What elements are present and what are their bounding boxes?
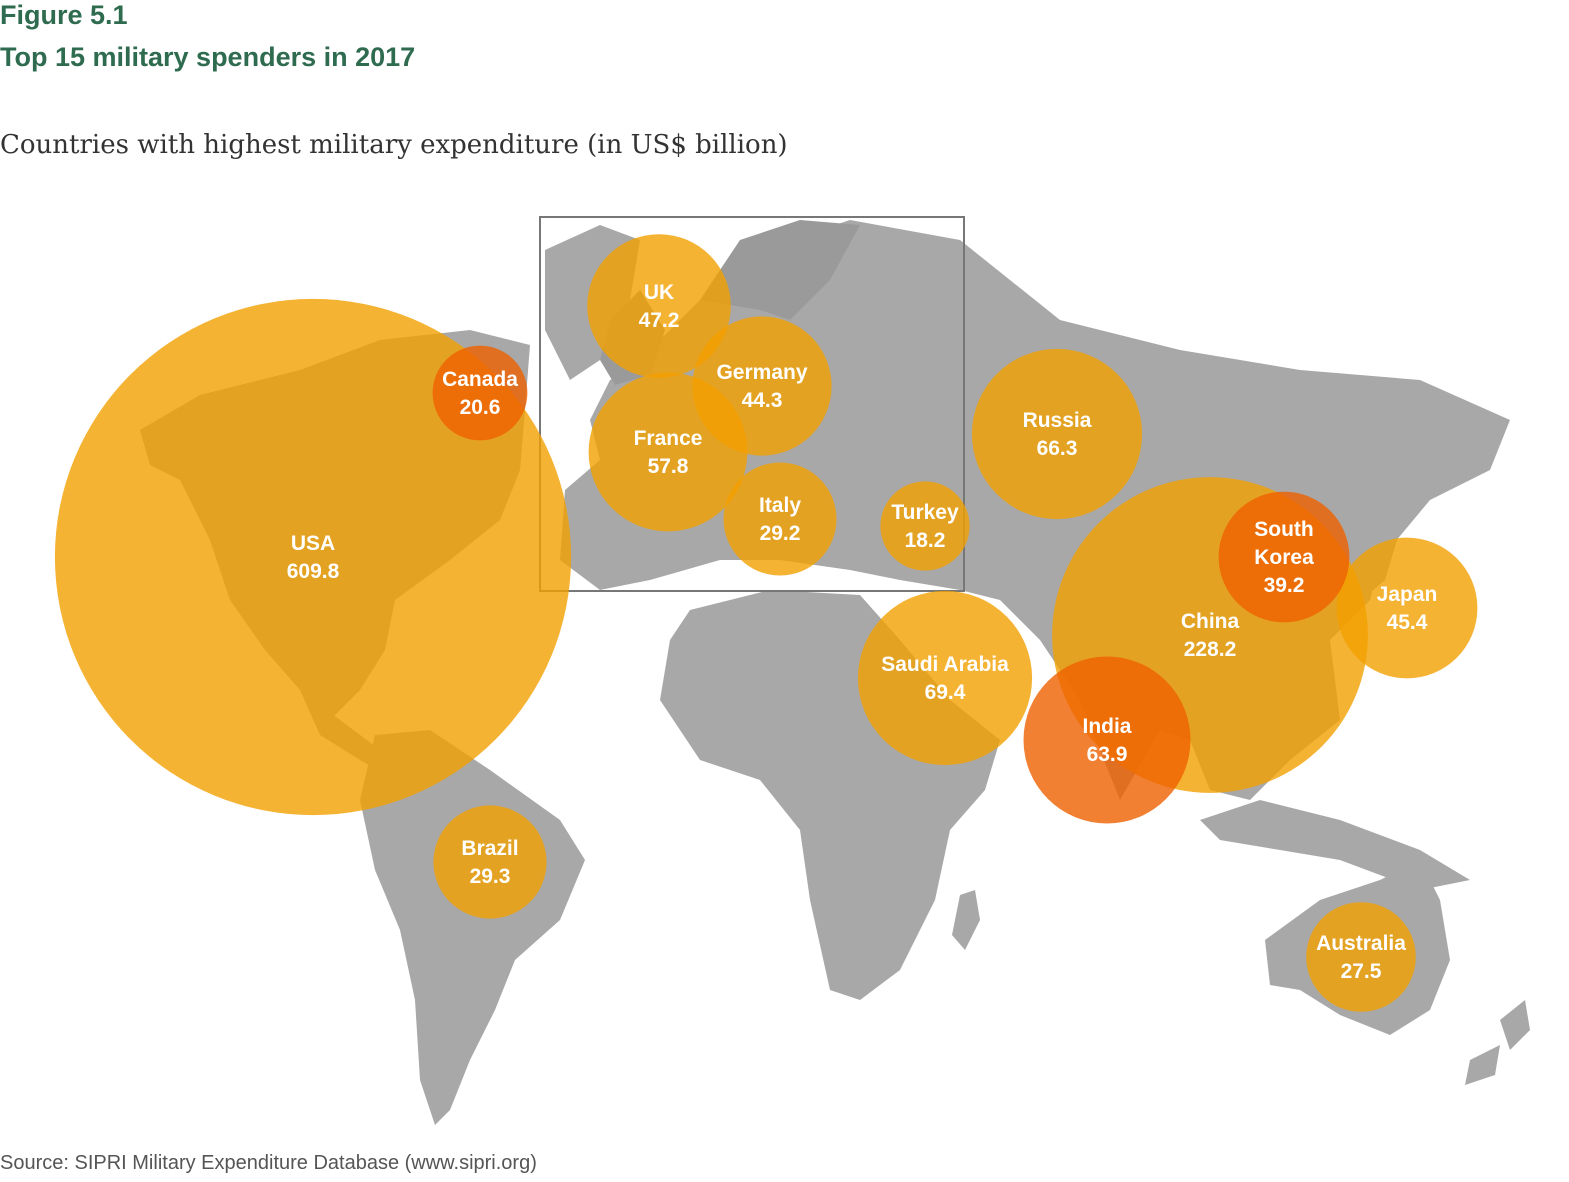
- bubble-germany: [692, 316, 832, 456]
- bubble-country-name: Germany: [716, 361, 807, 384]
- bubble-value: 66.3: [1037, 437, 1078, 460]
- bubble-saudi-arabia: [857, 590, 1033, 766]
- bubble-usa: [54, 298, 572, 816]
- bubble-country-name: France: [634, 427, 703, 450]
- bubble-japan: [1336, 537, 1478, 679]
- land-new-zealand: [1465, 1000, 1530, 1085]
- bubble-label-china: China 228.2: [1181, 610, 1240, 661]
- figure-title: Top 15 military spenders in 2017: [0, 42, 416, 72]
- bubble-label-usa: USA 609.8: [287, 532, 340, 583]
- bubble-value: 57.8: [648, 455, 689, 478]
- figure-label: Figure 5.1: [0, 0, 128, 30]
- bubble-country-name: China: [1181, 610, 1240, 633]
- land-southeast-asia-islands: [1200, 800, 1470, 890]
- bubble-country-name: India: [1082, 715, 1131, 738]
- bubble-brazil: [433, 805, 547, 919]
- bubble-value: 69.4: [925, 681, 966, 704]
- source-note: Source: SIPRI Military Expenditure Datab…: [0, 1152, 537, 1174]
- bubble-country-name: USA: [291, 532, 335, 555]
- bubble-country-name: Japan: [1377, 583, 1438, 606]
- bubble-italy: [723, 462, 837, 576]
- bubble-value: 39.2: [1264, 574, 1305, 597]
- bubble-country-name: Korea: [1254, 546, 1314, 569]
- bubble-uk: [587, 234, 731, 378]
- bubble-country-name: Brazil: [461, 837, 518, 860]
- bubble-label-south-korea: South Korea 39.2: [1254, 518, 1314, 597]
- bubble-russia: [971, 348, 1143, 520]
- bubble-value: 44.3: [742, 389, 783, 412]
- bubble-label-uk: UK 47.2: [639, 281, 680, 332]
- bubble-label-brazil: Brazil 29.3: [461, 837, 518, 888]
- bubble-canada: [432, 345, 528, 441]
- bubble-label-italy: Italy 29.2: [759, 494, 801, 545]
- bubble-country-name: Australia: [1316, 932, 1406, 955]
- bubble-turkey: [880, 481, 970, 571]
- bubble-india: [1023, 656, 1191, 824]
- bubble-label-canada: Canada 20.6: [442, 368, 518, 419]
- chart-subtitle: Countries with highest military expendit…: [0, 130, 788, 160]
- bubble-value: 29.2: [760, 522, 801, 545]
- bubble-value: 18.2: [905, 529, 946, 552]
- bubble-label-turkey: Turkey 18.2: [891, 501, 959, 552]
- bubble-value: 27.5: [1341, 960, 1382, 983]
- bubble-label-australia: Australia 27.5: [1316, 932, 1406, 983]
- bubble-country-name: Turkey: [891, 501, 959, 524]
- bubble-label-russia: Russia 66.3: [1023, 409, 1092, 460]
- bubble-label-japan: Japan 45.4: [1377, 583, 1438, 634]
- bubble-country-name: Saudi Arabia: [881, 653, 1009, 676]
- bubble-value: 29.3: [470, 865, 511, 888]
- bubble-value: 20.6: [460, 396, 501, 419]
- bubble-value: 609.8: [287, 560, 340, 583]
- bubble-value: 63.9: [1087, 743, 1128, 766]
- bubble-label-saudi-arabia: Saudi Arabia 69.4: [881, 653, 1009, 704]
- bubble-australia: [1306, 902, 1416, 1012]
- bubble-country-name: Italy: [759, 494, 801, 517]
- spending-bubbles: USA 609.8 China 228.2 Saudi Arabia 69.4 Russia…: [54, 234, 1478, 1012]
- land-scandinavia: [700, 220, 860, 320]
- bubble-south-korea: [1218, 491, 1350, 623]
- bubble-value: 47.2: [639, 309, 680, 332]
- bubble-value: 228.2: [1184, 638, 1237, 661]
- bubble-country-name: UK: [644, 281, 674, 304]
- bubble-country-name: Canada: [442, 368, 518, 391]
- bubble-country-name: South: [1254, 518, 1313, 541]
- bubble-label-france: France 57.8: [634, 427, 703, 478]
- land-madagascar: [952, 890, 980, 950]
- bubble-country-name: Russia: [1023, 409, 1092, 432]
- bubble-label-india: India 63.9: [1082, 715, 1131, 766]
- bubble-label-germany: Germany 44.3: [716, 361, 807, 412]
- bubble-value: 45.4: [1387, 611, 1428, 634]
- europe-inset-frame: [539, 216, 965, 592]
